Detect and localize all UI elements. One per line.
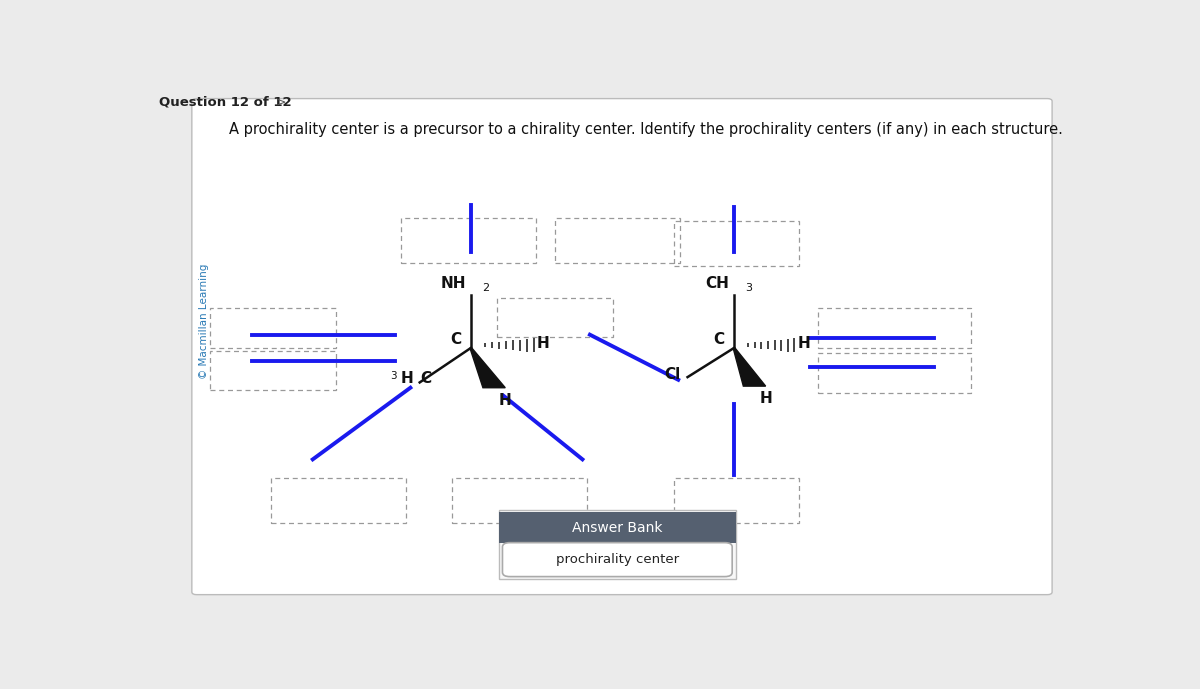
Bar (817, 353, 971, 393)
Text: Question 12 of 12: Question 12 of 12 (160, 96, 292, 109)
FancyBboxPatch shape (192, 99, 1052, 595)
Polygon shape (470, 348, 505, 388)
Bar (499, 513, 736, 543)
Polygon shape (733, 348, 766, 386)
Bar (817, 308, 971, 348)
FancyBboxPatch shape (503, 543, 732, 577)
Text: 2: 2 (482, 283, 490, 294)
Bar (554, 218, 680, 263)
Text: Cl: Cl (664, 367, 680, 382)
Text: C: C (421, 371, 432, 387)
Text: Answer Bank: Answer Bank (572, 521, 662, 535)
Text: H: H (499, 393, 511, 408)
Text: H: H (797, 336, 810, 351)
Text: C: C (714, 332, 725, 347)
Text: C: C (450, 332, 462, 347)
Text: NH: NH (440, 276, 466, 291)
Bar (497, 298, 613, 338)
Bar (210, 308, 336, 348)
Bar (271, 478, 406, 523)
Text: A prochirality center is a precursor to a chirality center. Identify the prochir: A prochirality center is a precursor to … (229, 123, 1063, 138)
Bar (401, 218, 536, 263)
Bar (673, 220, 799, 266)
Text: >: > (276, 96, 286, 109)
Text: CH: CH (706, 276, 730, 291)
Text: H: H (536, 336, 550, 351)
Bar (452, 478, 587, 523)
Bar (673, 478, 799, 523)
Text: © Macmillan Learning: © Macmillan Learning (199, 264, 209, 379)
Bar (210, 351, 336, 391)
Text: 3: 3 (390, 371, 396, 381)
Text: H: H (401, 371, 413, 387)
Text: prochirality center: prochirality center (556, 553, 679, 566)
Text: 3: 3 (745, 283, 752, 294)
Text: H: H (760, 391, 773, 407)
Bar (499, 510, 736, 579)
